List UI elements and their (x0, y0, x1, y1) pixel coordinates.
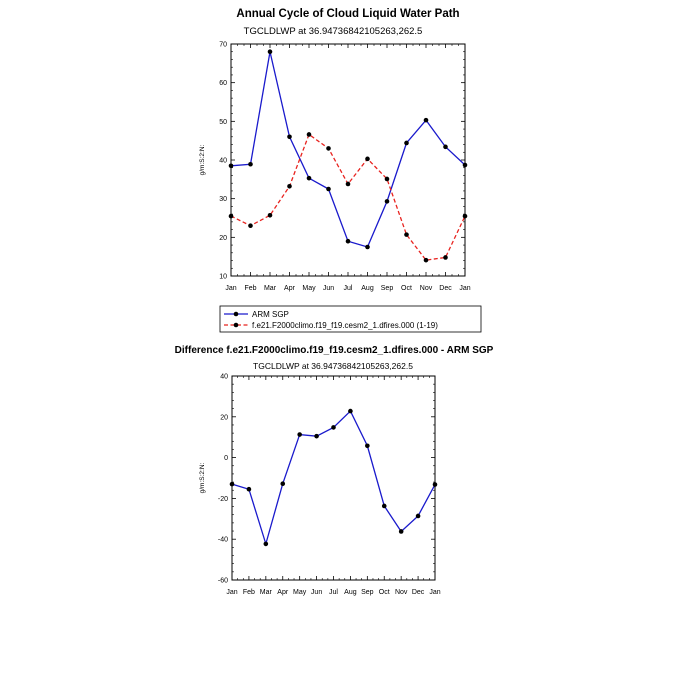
chart2-xtick-label: Jun (311, 589, 322, 596)
chart1-series-0-point (443, 144, 448, 150)
chart1-series-1-point (306, 132, 312, 137)
legend-marker-arm (233, 311, 239, 317)
chart1-xtick-label: Mar (264, 285, 277, 292)
legend-label-arm: ARM SGP (252, 310, 289, 319)
chart1-series-1-point (404, 232, 409, 237)
chart2-series-0-point (381, 503, 387, 509)
chart2-plot-frame (231, 375, 436, 581)
chart2-series-0-point (229, 481, 235, 487)
chart1-xtick-label: Oct (401, 285, 412, 292)
chart2-xtick-label: Jul (329, 589, 338, 596)
chart2-series-0-point (314, 433, 319, 439)
chart2-xtick-label: Dec (412, 589, 425, 596)
chart1-series-0-point (306, 175, 312, 181)
chart2-ylabel: g/m:S:2:N: (199, 462, 206, 493)
chart1-series-1-point (248, 223, 253, 229)
chart1-series-1-point (365, 156, 370, 162)
chart1-series-0-point (384, 199, 390, 204)
chart1-ylabel: g/m:S:2:N: (199, 144, 206, 175)
chart1-series-1-point (423, 257, 429, 263)
chart1-xtick-label: Apr (284, 285, 296, 292)
chart1-series-1-point (345, 181, 351, 187)
chart1-ytick-label: 60 (219, 80, 227, 87)
chart1-series-1-point (326, 146, 331, 151)
chart1-xtick-label: Nov (420, 285, 433, 292)
chart1-series-0-point (287, 134, 292, 140)
chart2-xtick-label: May (293, 589, 307, 596)
chart1-xtick-label: Jun (323, 285, 334, 292)
chart2-xtick-label: Mar (260, 589, 273, 596)
chart2-xtick-label: Aug (344, 589, 357, 596)
chart1-ytick-label: 30 (219, 196, 227, 203)
chart1-xtick-label: Jan (225, 285, 236, 292)
chart1-series-1-point (267, 212, 273, 218)
chart1-series-0-point (462, 162, 468, 168)
legend-marker-model (233, 322, 239, 328)
chart2-xtick-label: Feb (243, 589, 255, 596)
chart2-series-0-point (297, 432, 302, 437)
chart1-xtick-label: Dec (439, 285, 452, 292)
chart2-series-0-point (415, 513, 421, 519)
chart1-ytick-label: 40 (219, 158, 227, 165)
chart2-subtitle: TGCLDLWP at 36.94736842105263,262.5 (253, 361, 413, 371)
chart2-series-0-point (348, 408, 353, 414)
chart2-title: Difference f.e21.F2000climo.f19_f19.cesm… (175, 345, 494, 356)
chart2-series-0-point (432, 482, 438, 487)
chart1-ytick-label: 10 (219, 274, 227, 281)
chart2-series-0-point (246, 486, 252, 492)
chart1-xtick-label: Sep (381, 285, 394, 292)
chart1-series-0-point (267, 49, 273, 55)
chart1-series-0-point (248, 161, 253, 167)
chart2-series-0-point (263, 541, 269, 547)
chart2-xtick-label: Apr (277, 589, 289, 596)
chart1-series-1-point (384, 176, 390, 182)
chart2-series-0-point (398, 529, 404, 534)
chart1-series-1-point (287, 183, 292, 189)
chart1-series-0-point (326, 186, 331, 192)
chart2-ytick-label: 20 (220, 414, 228, 421)
chart1-ytick-label: 50 (219, 119, 227, 126)
chart1-ytick-label: 70 (219, 42, 227, 49)
chart2-series-0-point (280, 481, 286, 487)
chart1-series-1-point (443, 255, 448, 260)
chart1-subtitle: TGCLDLWP at 36.94736842105263,262.5 (244, 26, 423, 37)
chart2-ytick-label: -20 (218, 496, 228, 503)
chart2-xtick-label: Sep (361, 589, 374, 596)
difference-chart: Difference f.e21.F2000climo.f19_f19.cesm… (175, 345, 494, 596)
chart1-series-0-point (404, 140, 409, 146)
chart2-series-0-point (365, 443, 370, 449)
chart2-xtick-label: Nov (395, 589, 408, 596)
chart1-xtick-label: Jan (459, 285, 470, 292)
chart1-legend: ARM SGP f.e21.F2000climo.f19_f19.cesm2_1… (219, 305, 482, 333)
chart1-series-0-point (423, 117, 429, 123)
chart1-ytick-label: 20 (219, 235, 227, 242)
chart1-series-1-point (462, 213, 468, 219)
chart1-title: Annual Cycle of Cloud Liquid Water Path (236, 8, 459, 20)
chart2-series-line-0 (231, 410, 436, 547)
chart2-ytick-label: -40 (218, 537, 228, 544)
chart2-series-0-point (331, 425, 336, 430)
legend-label-model: f.e21.F2000climo.f19_f19.cesm2_1.dfires.… (252, 321, 438, 330)
chart2-ytick-label: 40 (220, 374, 228, 381)
chart1-series-0-point (345, 238, 351, 244)
chart2-xtick-label: Jan (429, 589, 440, 596)
chart2-ytick-label: 0 (224, 455, 228, 462)
chart2-ytick-label: -60 (218, 578, 228, 585)
chart1-xtick-label: Feb (244, 285, 256, 292)
chart1-xtick-label: Jul (344, 285, 353, 292)
chart1-series-0-point (365, 244, 370, 250)
chart2-xtick-label: Jan (226, 589, 237, 596)
chart2-xtick-label: Oct (379, 589, 390, 596)
chart1-xtick-label: May (302, 285, 316, 292)
legend-frame (219, 305, 482, 333)
chart1-xtick-label: Aug (361, 285, 374, 292)
chart1-series-1-point (228, 213, 234, 219)
chart1-series-0-point (228, 163, 234, 169)
annual-cycle-chart: Annual Cycle of Cloud Liquid Water Path … (199, 8, 482, 333)
